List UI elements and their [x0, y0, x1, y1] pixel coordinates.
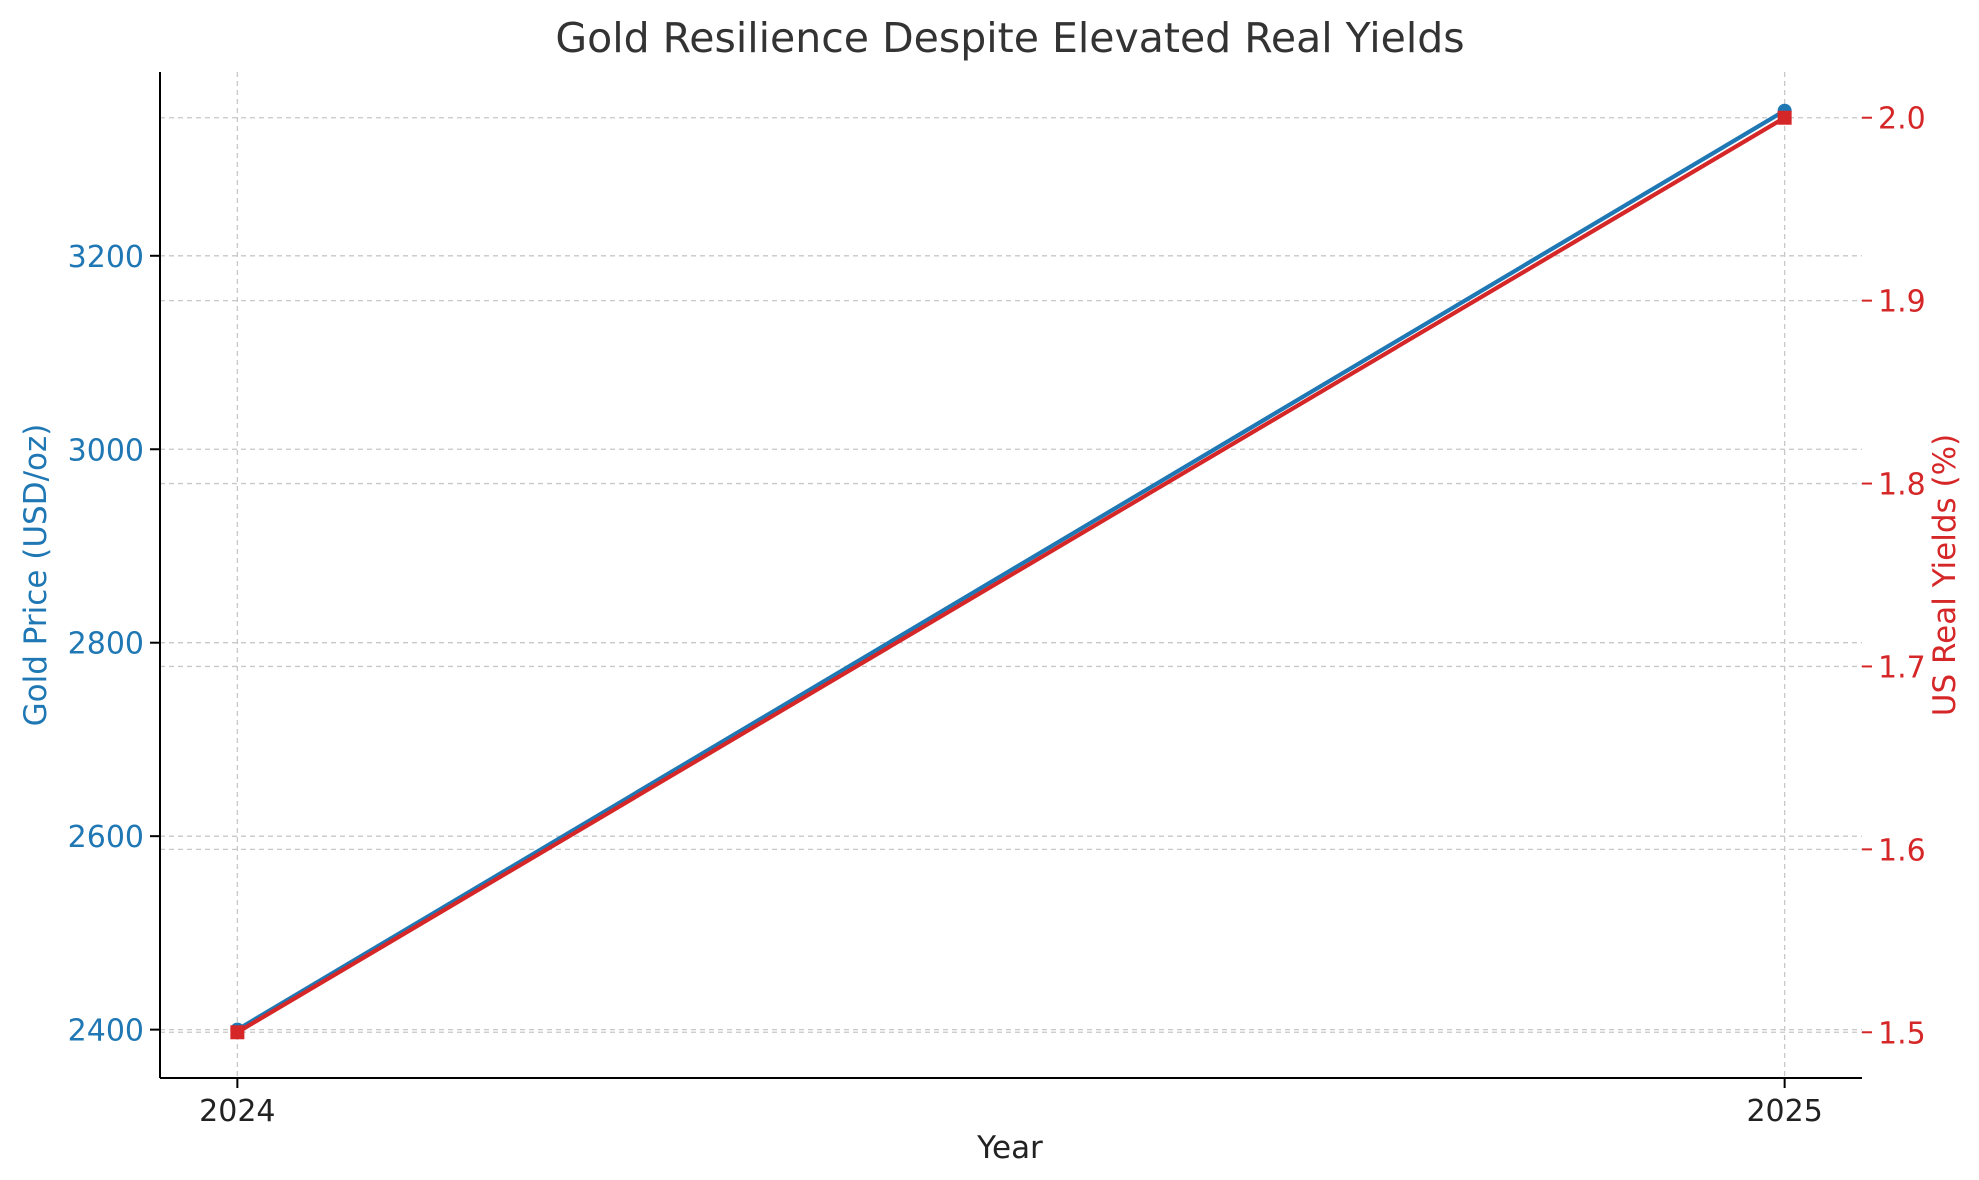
right-y-tick-label: 1.9 — [1878, 285, 1926, 320]
x-tick-label: 2025 — [1746, 1094, 1822, 1129]
left-y-tick-label: 2800 — [68, 627, 144, 662]
left-y-axis-title: Gold Price (USD/oz) — [18, 424, 54, 727]
right-y-tick-label: 1.6 — [1878, 833, 1926, 868]
series-point-right-axis — [230, 1025, 245, 1040]
grid-layer — [160, 72, 1862, 1078]
chart-title: Gold Resilience Despite Elevated Real Yi… — [555, 14, 1464, 62]
axes-layer — [159, 72, 1862, 1079]
left-y-tick-label: 2600 — [68, 820, 144, 855]
left-y-tick-label: 3200 — [68, 240, 144, 275]
x-axis-title: Year — [976, 1130, 1043, 1166]
series-line-left-axis — [235, 108, 1787, 1032]
right-y-tick-label: 1.5 — [1878, 1016, 1926, 1051]
series-layer — [230, 103, 1792, 1040]
series-line-right-axis — [235, 115, 1787, 1035]
right-y-axis-title: US Real Yields (%) — [1927, 434, 1963, 716]
right-y-tick-label: 1.8 — [1878, 468, 1926, 503]
right-y-tick-label: 1.7 — [1878, 650, 1926, 685]
series-point-right-axis — [1777, 110, 1792, 125]
x-tick-label: 2024 — [199, 1094, 275, 1129]
left-y-tick-label: 2400 — [68, 1014, 144, 1049]
ticks-layer: 2024 2025 2400 2600 2800 3000 3200 1.5 1.6 1.7 1.8… — [68, 102, 1926, 1129]
right-y-tick-label: 2.0 — [1878, 102, 1926, 137]
left-y-tick-label: 3000 — [68, 433, 144, 468]
